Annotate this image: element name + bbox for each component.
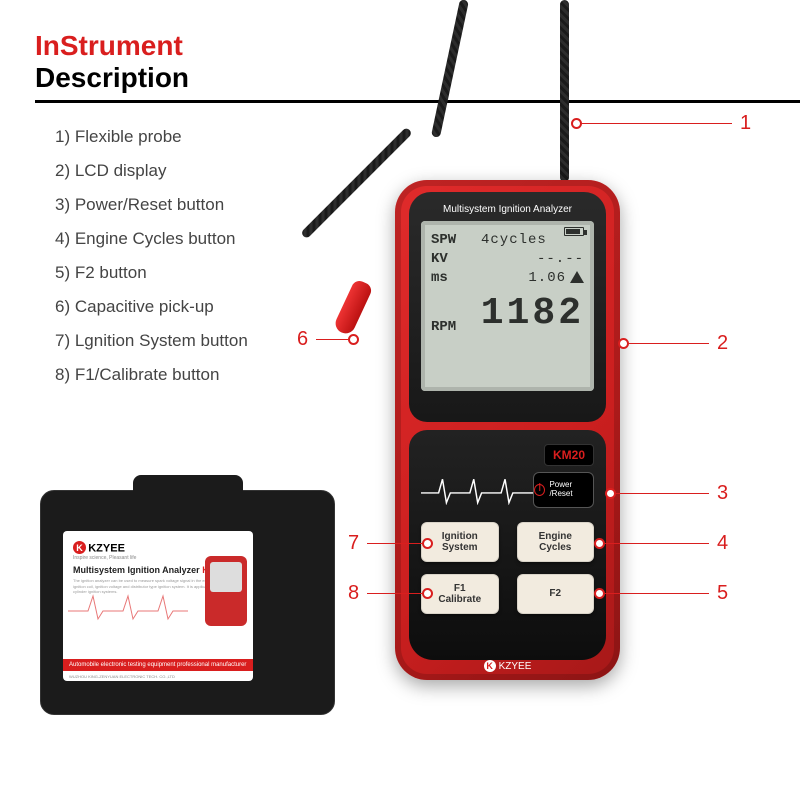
power-label: Power /Reset <box>549 481 593 499</box>
list-item: 6) Capacitive pick-up <box>55 290 248 324</box>
callout-4: 4 <box>594 532 736 555</box>
device-header: Multisystem Ignition Analyzer <box>421 204 594 215</box>
power-icon <box>534 484 545 496</box>
carry-case: K KZYEE Inspire science, Pleasant life M… <box>40 490 335 715</box>
list-item: 3) Power/Reset button <box>55 188 248 222</box>
lcd-label-rpm: RPM <box>431 319 471 335</box>
title-rest: Description <box>35 62 189 93</box>
engine-cycles-button[interactable]: Engine Cycles <box>517 522 595 562</box>
power-reset-button[interactable]: Power /Reset <box>533 472 594 508</box>
lcd-label-ms: ms <box>431 270 471 286</box>
brand-text: KZYEE <box>499 661 532 672</box>
flexible-probe-right <box>560 0 569 182</box>
ecg-wave-icon <box>421 475 533 505</box>
case-brand-text: KZYEE <box>88 542 125 554</box>
case-brand-logo: K <box>73 541 86 554</box>
device-button-panel: KM20 Power /Reset Ignition System Engine… <box>409 430 606 660</box>
lcd-value-kv: --.-- <box>471 251 584 267</box>
list-item: 5) F2 button <box>55 256 248 290</box>
callout-7: 7 <box>340 532 433 555</box>
case-product: Multisystem Ignition Analyzer <box>73 565 200 575</box>
brand-logo-icon: K <box>484 660 496 672</box>
list-item: 4) Engine Cycles button <box>55 222 248 256</box>
list-item: 7) Lgnition System button <box>55 324 248 358</box>
device-body: Multisystem Ignition Analyzer SPW 4cycle… <box>395 180 620 680</box>
callout-8: 8 <box>340 582 433 605</box>
f2-button[interactable]: F2 <box>517 574 595 614</box>
page-title: InStrument Description <box>35 30 800 103</box>
analyzer-device: Multisystem Ignition Analyzer SPW 4cycle… <box>395 180 620 680</box>
list-item: 8) F1/Calibrate button <box>55 358 248 392</box>
case-label: K KZYEE Inspire science, Pleasant life M… <box>63 531 253 681</box>
lcd-label-spw: SPW <box>431 232 471 248</box>
title-highlight: InStrument <box>35 30 183 61</box>
device-top-section: Multisystem Ignition Analyzer SPW 4cycle… <box>409 192 606 422</box>
callout-3: 3 <box>605 482 736 505</box>
lcd-value-ms: 1.06 <box>471 270 584 286</box>
case-wave-graphic <box>68 591 188 621</box>
callout-5: 5 <box>594 582 736 605</box>
battery-icon <box>564 227 584 236</box>
description-list: 1) Flexible probe 2) LCD display 3) Powe… <box>55 120 248 392</box>
case-device-illustration <box>205 556 247 626</box>
device-brand-footer: K KZYEE <box>395 660 620 672</box>
case-redstrip: Automobile electronic testing equipment … <box>63 659 253 671</box>
callout-1: 1 <box>571 112 759 135</box>
triangle-icon <box>570 271 584 283</box>
list-item: 2) LCD display <box>55 154 248 188</box>
lcd-label-kv: KV <box>431 251 471 267</box>
list-item: 1) Flexible probe <box>55 120 248 154</box>
callout-6: 6 <box>289 328 359 351</box>
model-badge: KM20 <box>544 444 594 466</box>
callout-2: 2 <box>618 332 736 355</box>
lcd-display: SPW 4cycles KV --.-- ms 1.06 RPM 1182 <box>421 221 594 391</box>
case-manufacturer: WUZHOU KING-ZENYUAN ELECTRONIC TECH. CO.… <box>63 674 181 679</box>
lcd-value-rpm: 1182 <box>481 292 584 335</box>
